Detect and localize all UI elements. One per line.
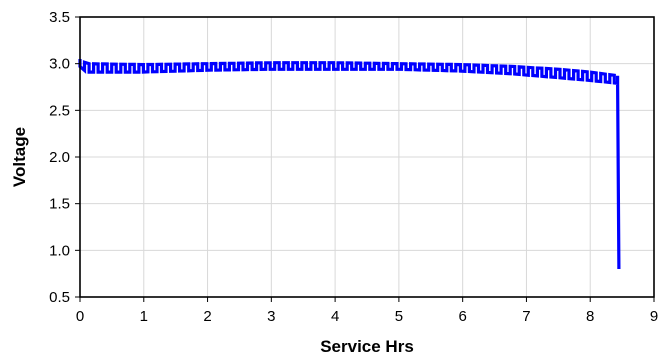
y-tick-label: 2.0	[49, 149, 70, 166]
x-tick-label: 5	[395, 308, 403, 325]
x-tick-label: 8	[586, 308, 594, 325]
x-tick-label: 9	[650, 308, 658, 325]
x-tick-label: 3	[267, 308, 275, 325]
x-tick-label: 1	[140, 308, 148, 325]
x-tick-label: 6	[458, 308, 466, 325]
cutoff-line	[617, 83, 620, 270]
y-tick-label: 0.5	[49, 289, 70, 306]
x-tick-label: 0	[76, 308, 84, 325]
y-tick-label: 3.0	[49, 56, 70, 73]
y-tick-label: 1.5	[49, 196, 70, 213]
x-axis-title: Service Hrs	[320, 337, 414, 356]
y-axis-title: Voltage	[10, 127, 29, 187]
voltage-line	[78, 59, 621, 270]
y-tick-label: 3.5	[49, 9, 70, 26]
y-tick-label: 2.5	[49, 102, 70, 119]
y-tick-label: 1.0	[49, 242, 70, 259]
x-tick-label: 4	[331, 308, 339, 325]
x-axis-ticks: 0 1 2 3 4 5 6 7 8 9	[76, 297, 658, 325]
x-tick-label: 2	[203, 308, 211, 325]
x-tick-label: 7	[522, 308, 530, 325]
y-axis-ticks: 0.5 1.0 1.5 2.0 2.5 3.0 3.5	[49, 9, 80, 306]
series-voltage	[78, 59, 621, 270]
